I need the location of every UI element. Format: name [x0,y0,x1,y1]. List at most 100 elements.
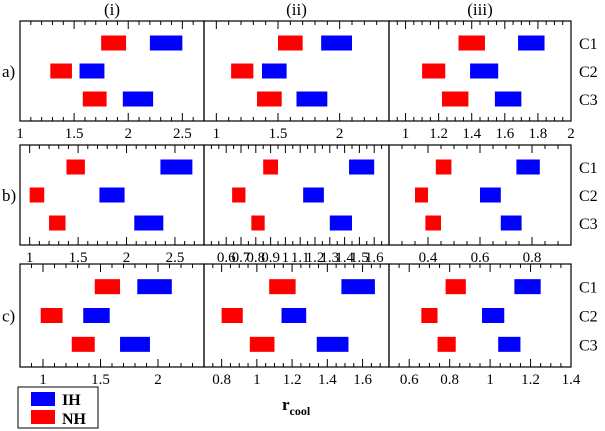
category-label: C1 [579,160,598,177]
tick-label: 1.5 [269,126,288,142]
tick-label: 1 [486,372,494,388]
category-label: C2 [579,309,598,326]
category-label: C2 [579,64,598,81]
tick-label: 1.8 [529,126,548,142]
row-title: c) [2,307,15,326]
panel: 1 1.5 2 2.5 [16,20,205,142]
tick-label: 0.9 [261,250,280,266]
x-axis-label-sub: cool [290,404,311,418]
range-bar-nh [94,279,121,295]
tick-label: 1 [39,372,47,388]
range-bar-nh [231,63,254,79]
tick-label: 1.5 [69,250,88,266]
range-bar-ih [500,215,522,231]
range-bar-ih [514,279,541,295]
range-bar-nh [29,187,45,203]
tick-label: 2 [123,250,131,266]
range-bar-ih [83,308,110,323]
tick-label: 1.2 [283,372,302,388]
tick-label: 0.8 [440,372,459,388]
tick-label: 2 [124,126,132,142]
range-bar-nh [49,215,66,231]
range-bar-nh [278,35,303,51]
category-labels: C1 C2 C3 C1 C2 C3 C1 C2 C3 [579,36,598,354]
category-label: C2 [579,188,598,205]
range-bar-ih [303,187,324,203]
range-bar-ih [329,215,352,231]
tick-label: 1 [402,126,410,142]
tick-label: 0.6 [217,250,236,266]
row-title: b) [2,186,16,205]
range-bar-ih [518,35,545,51]
range-bar-ih [349,159,375,175]
range-bar-ih [149,35,183,51]
range-bar-ih [296,91,328,107]
tick-label: 1.4 [562,372,581,388]
tick-label: 2 [567,126,575,142]
panels: 1 1.5 2 2.5 1 1.5 2 1 1.2 1.4 1.6 1.8 21 1.5 2 2.5 0.60.… [16,20,581,388]
category-label: C1 [579,280,598,297]
column-title: (ii) [286,0,307,19]
category-label: C3 [579,216,598,233]
range-bar-ih [160,159,193,175]
legend-swatch-nh [31,410,55,424]
range-bar-nh [445,279,466,295]
range-bar-nh [66,159,85,175]
tick-label: 2 [336,126,344,142]
range-bar-ih [122,91,154,107]
range-bar-nh [263,159,278,175]
range-bar-nh [422,63,446,79]
range-bar-nh [50,63,72,79]
range-bar-nh [101,35,127,51]
tick-label: 1 [213,126,221,142]
tick-label: 1.2 [306,250,325,266]
x-axis-label: rcool [282,395,311,418]
range-bar-nh [257,91,282,107]
row-titles: a) b) c) [2,62,16,326]
tick-label: 1.2 [521,372,540,388]
panel: 1 1.5 2 2.5 [19,144,205,266]
range-bar-nh [232,187,246,203]
range-bar-nh [435,159,452,175]
range-bar-ih [498,336,521,352]
column-titles: (i) (ii) (iii) [104,0,493,19]
range-bar-nh [71,336,95,352]
tick-label: 1 [26,250,34,266]
tick-label: 1.2 [429,126,448,142]
range-bar-nh [251,215,265,231]
panel-frame [388,144,572,246]
tick-label: 1.6 [365,250,384,266]
tick-label: 2.5 [166,250,185,266]
legend-label-nh: NH [62,411,87,428]
range-bar-ih [482,308,505,323]
panel: 0.6 0.8 1 1.2 1.4 [388,263,581,388]
range-bar-nh [82,91,107,107]
range-bar-ih [99,187,125,203]
legend-swatch-ih [31,392,55,406]
tick-label: 2 [154,372,162,388]
tick-label: 0.6 [400,372,419,388]
panel: 0.4 0.6 0.8 [388,144,572,266]
range-bar-ih [316,336,349,352]
tick-label: 1 [282,250,290,266]
legend: IH NH [17,386,99,429]
range-bar-ih [79,63,105,79]
range-bar-ih [470,63,499,79]
range-bar-nh [249,336,275,352]
tick-label: 1.5 [91,372,110,388]
range-bar-nh [441,91,469,107]
panel-frame [388,20,572,122]
range-bar-nh [421,308,438,323]
range-bar-ih [134,215,164,231]
panel: 0.60.70.80.9 1 1.11.21.31.41.51.6 [203,144,390,266]
tick-label: 0.8 [212,372,231,388]
tick-label: 0.8 [246,250,265,266]
category-label: C3 [579,92,598,109]
tick-label: 0.7 [232,250,251,266]
tick-label: 1.4 [335,250,354,266]
range-bar-ih [261,63,287,79]
range-bar-ih [137,279,172,295]
legend-frame [17,386,99,429]
range-bar-nh [425,215,441,231]
column-title: (i) [104,0,120,19]
